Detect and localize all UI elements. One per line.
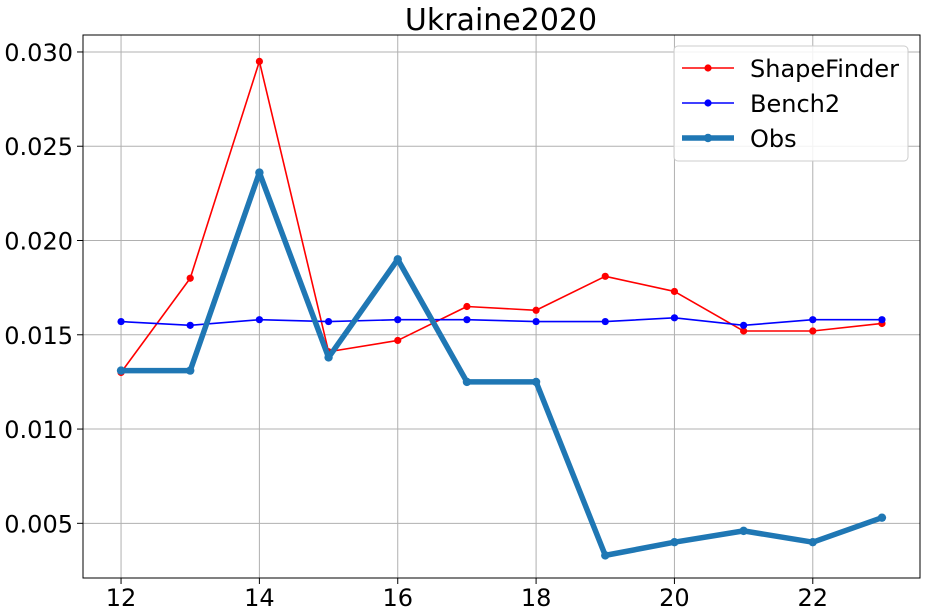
series-line-shapefinder [120, 60, 883, 373]
x-tick-label: 22 [798, 584, 829, 612]
data-point-shapefinder [670, 287, 679, 296]
x-tick-label: 14 [244, 584, 275, 612]
legend-swatch-marker [704, 64, 712, 72]
data-point-obs [601, 551, 610, 560]
data-point-bench2 [394, 316, 402, 324]
x-axis: 12 14 16 18 20 22 [106, 578, 828, 612]
data-point-shapefinder [601, 272, 609, 280]
y-axis: 0.005 0.010 0.015 0.020 0.025 0.030 [4, 39, 83, 538]
data-point-shapefinder [532, 306, 540, 314]
legend-label: Bench2 [750, 90, 840, 118]
data-point-obs [531, 377, 541, 387]
data-point-obs [324, 353, 333, 362]
data-point-obs [808, 537, 817, 547]
legend-box [673, 45, 909, 162]
data-point-obs [255, 168, 264, 177]
y-tick-label: 0.005 [4, 510, 73, 538]
data-point-bench2 [878, 316, 886, 324]
x-tick-label: 18 [521, 584, 552, 612]
data-point-bench2 [324, 317, 333, 326]
series-obs [116, 168, 887, 560]
x-tick-label: 20 [659, 584, 690, 612]
series-line-bench2 [121, 317, 882, 327]
legend-label: Obs [750, 125, 797, 153]
legend-item-shapefinder: ShapeFinder [682, 55, 899, 83]
data-point-bench2 [601, 317, 609, 326]
series-bench2 [117, 314, 886, 329]
legend-swatch-marker [703, 133, 713, 143]
data-point-shapefinder [463, 302, 471, 311]
legend-label: ShapeFinder [750, 55, 899, 83]
data-point-shapefinder [394, 336, 402, 345]
data-point-shapefinder [740, 327, 748, 335]
y-tick-label: 0.010 [4, 416, 73, 444]
y-tick-label: 0.015 [4, 322, 73, 350]
data-point-obs [186, 366, 195, 375]
data-point-shapefinder [255, 57, 263, 65]
data-point-bench2 [255, 316, 263, 324]
data-point-shapefinder [186, 274, 194, 282]
data-point-bench2 [532, 317, 540, 326]
legend-item-bench2: Bench2 [682, 90, 840, 118]
data-point-bench2 [740, 321, 748, 329]
data-point-bench2 [186, 321, 194, 329]
data-point-bench2 [117, 317, 125, 326]
legend-item-obs: Obs [682, 125, 797, 153]
data-point-obs [877, 513, 887, 522]
data-point-bench2 [463, 316, 471, 324]
chart-title: Ukraine2020 [405, 3, 597, 38]
data-point-obs [739, 526, 748, 536]
data-point-obs [670, 537, 679, 547]
legend-swatch-marker [704, 99, 712, 107]
data-point-bench2 [809, 316, 817, 324]
series-layer [116, 57, 887, 560]
plot-frame [82, 34, 921, 579]
data-point-obs [116, 366, 126, 375]
data-point-obs [393, 255, 402, 264]
data-point-bench2 [670, 314, 679, 322]
series-line-obs [121, 169, 883, 559]
data-point-obs [462, 377, 472, 387]
y-tick-label: 0.025 [4, 133, 73, 161]
x-tick-label: 12 [106, 584, 137, 612]
legend: ShapeFinder Bench2 Obs [673, 45, 909, 162]
y-tick-label: 0.030 [4, 39, 73, 67]
y-tick-label: 0.020 [4, 228, 73, 256]
data-point-shapefinder [809, 327, 817, 335]
x-tick-label: 16 [382, 584, 413, 612]
